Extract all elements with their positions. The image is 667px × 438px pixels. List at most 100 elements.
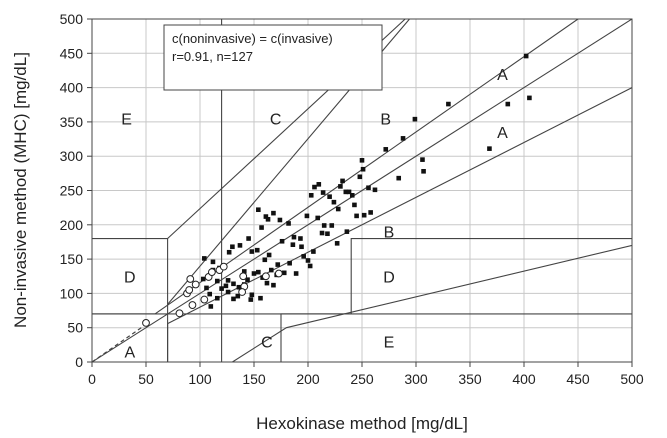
data-point-square xyxy=(235,293,241,299)
zone-label: E xyxy=(384,334,395,351)
data-points xyxy=(142,53,532,327)
y-tick-label: 350 xyxy=(60,114,84,130)
data-point-square xyxy=(226,249,232,255)
data-point-square xyxy=(219,286,224,291)
data-point-square xyxy=(208,304,214,309)
data-point-square xyxy=(277,217,283,223)
data-point-square xyxy=(281,270,287,276)
x-tick-label: 400 xyxy=(512,371,536,387)
data-point-square xyxy=(305,258,311,263)
zone-label: A xyxy=(124,345,135,362)
data-point-square xyxy=(214,278,220,284)
y-tick-label: 250 xyxy=(60,183,84,199)
data-point-circle xyxy=(261,272,270,281)
data-point-square xyxy=(366,185,371,191)
data-point-square xyxy=(421,168,426,174)
data-point-square xyxy=(236,284,242,290)
data-point-square xyxy=(396,175,402,181)
data-point-square xyxy=(298,236,303,241)
data-point-square xyxy=(346,189,352,195)
data-point-square xyxy=(214,295,220,301)
data-point-square xyxy=(343,189,349,195)
data-point-square xyxy=(338,184,343,189)
data-point-square xyxy=(325,231,330,237)
data-point-square xyxy=(202,256,207,261)
zone-label: B xyxy=(380,111,391,128)
x-tick-label: 300 xyxy=(404,371,428,387)
x-tick-label: 50 xyxy=(138,371,154,387)
y-tick-label: 0 xyxy=(75,354,83,370)
data-point-square xyxy=(265,217,271,222)
data-point-square xyxy=(487,146,492,151)
data-point-circle xyxy=(185,286,194,294)
x-axis-label: Hexokinase method [mg/dL] xyxy=(256,414,468,433)
data-point-square xyxy=(249,292,255,298)
data-point-square xyxy=(286,221,291,226)
data-point-square xyxy=(319,230,325,236)
legend-line-2: r=0.91, n=127 xyxy=(172,49,253,64)
data-point-square xyxy=(308,193,314,198)
data-point-square xyxy=(412,116,418,122)
data-point-square xyxy=(527,95,532,101)
data-point-square xyxy=(320,190,326,195)
y-tick-label: 450 xyxy=(60,45,84,61)
data-point-square xyxy=(241,269,247,274)
legend-box: c(noninvasive) = c(invasive) r=0.91, n=1… xyxy=(163,24,383,91)
data-point-square xyxy=(248,297,254,302)
data-point-square xyxy=(420,157,425,162)
x-tick-label: 250 xyxy=(350,371,374,387)
data-point-square xyxy=(237,243,243,248)
data-point-square xyxy=(301,254,306,259)
data-point-square xyxy=(312,184,317,190)
zone-label: E xyxy=(121,111,132,128)
data-point-square xyxy=(368,210,373,215)
zone-label: D xyxy=(383,269,395,286)
x-tick-label: 200 xyxy=(296,371,320,387)
zone-label: B xyxy=(384,225,395,242)
data-point-square xyxy=(291,234,297,240)
data-point-square xyxy=(446,101,451,107)
data-point-circle xyxy=(274,269,283,278)
data-point-circle xyxy=(175,309,184,318)
zone-boundary-line xyxy=(350,237,632,314)
x-tick-label: 450 xyxy=(566,371,590,387)
legend-line-1: c(noninvasive) = c(invasive) xyxy=(172,31,333,46)
zone-label: A xyxy=(497,67,508,84)
data-point-square xyxy=(316,182,322,187)
zone-boundary-line xyxy=(232,244,632,362)
data-point-square xyxy=(523,53,529,59)
data-point-square xyxy=(264,280,270,286)
data-point-circle xyxy=(200,295,209,304)
data-point-square xyxy=(204,285,209,291)
data-point-square xyxy=(271,282,276,288)
data-point-square xyxy=(230,244,235,250)
data-point-square xyxy=(349,193,355,198)
data-point-square xyxy=(249,249,255,254)
data-point-square xyxy=(311,249,316,254)
data-point-square xyxy=(210,259,216,265)
data-point-square xyxy=(354,213,359,219)
y-axis-ticks: 0 50 100 150 200 250 300 350 400 450 500 xyxy=(60,11,92,370)
dashed-extension xyxy=(91,322,149,363)
data-point-square xyxy=(383,147,389,152)
data-point-square xyxy=(344,229,350,234)
data-point-square xyxy=(359,158,365,163)
data-point-square xyxy=(262,257,268,263)
data-point-circle xyxy=(188,301,197,309)
data-point-circle xyxy=(207,268,216,277)
data-point-square xyxy=(299,244,304,250)
zone-label: A xyxy=(497,125,508,142)
data-point-square xyxy=(315,215,321,221)
data-point-square xyxy=(329,223,335,228)
data-point-circle xyxy=(142,318,150,327)
data-point-square xyxy=(505,101,511,107)
data-point-square xyxy=(271,210,276,216)
data-point-square xyxy=(225,289,231,295)
y-tick-label: 150 xyxy=(60,251,84,267)
data-point-square xyxy=(258,295,263,301)
data-point-circle xyxy=(219,262,228,271)
zone-label: C xyxy=(261,334,273,351)
x-tick-label: 100 xyxy=(188,371,212,387)
data-point-square xyxy=(335,206,341,212)
